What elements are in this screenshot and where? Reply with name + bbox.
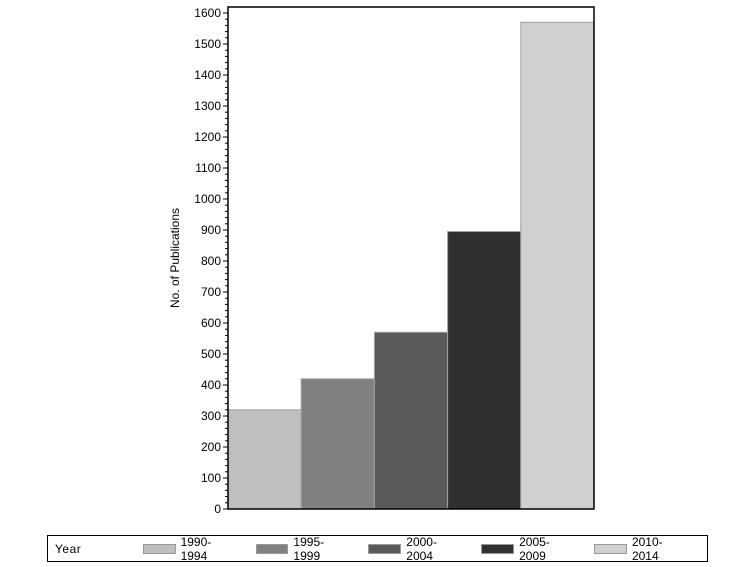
y-tick-label: 800 bbox=[201, 254, 221, 268]
y-tick-label: 1600 bbox=[194, 6, 221, 20]
bar-2005-2009 bbox=[447, 231, 522, 510]
legend-label: 1990-1994 bbox=[180, 534, 212, 563]
y-tick-label: 100 bbox=[201, 471, 221, 485]
bar-2000-2004 bbox=[373, 331, 449, 510]
legend-swatch bbox=[594, 543, 627, 554]
legend-swatch bbox=[368, 543, 402, 554]
y-tick-label: 700 bbox=[201, 285, 221, 299]
y-tick-label: 1200 bbox=[194, 130, 221, 144]
legend-item-2000-2004: 2000-2004 bbox=[368, 535, 463, 563]
plot-frame bbox=[227, 6, 595, 510]
legend-label: 2005-2009 bbox=[519, 534, 550, 563]
bar-2010-2014 bbox=[520, 21, 595, 510]
bars-group bbox=[227, 21, 595, 510]
y-tick-label: 200 bbox=[201, 440, 221, 454]
legend-label: 2000-2004 bbox=[406, 534, 437, 563]
y-tick-label: 300 bbox=[201, 409, 221, 423]
y-tick-label: 1300 bbox=[194, 99, 221, 113]
bar-1995-1999 bbox=[300, 378, 375, 510]
y-tick-label: 1500 bbox=[194, 37, 221, 51]
bar-1990-1994 bbox=[227, 409, 302, 510]
legend-swatch bbox=[481, 543, 515, 554]
legend-item-2010-2014: 2010-2014 bbox=[594, 535, 689, 563]
legend-label: 1995-1999 bbox=[293, 534, 325, 563]
legend-label: 2010-2014 bbox=[631, 534, 663, 563]
legend: Year 1990-1994 1995-1999 2000-2004 2005-200… bbox=[47, 534, 708, 563]
legend-item-1995-1999: 1995-1999 bbox=[255, 534, 351, 563]
legend-title: Year bbox=[55, 541, 82, 556]
legend-item-1990-1994: 1990-1994 bbox=[142, 534, 238, 563]
y-tick-label: 400 bbox=[201, 378, 221, 392]
y-axis: 0 100 200 300 400 500 600 700 800 900 1000 1100 1200… bbox=[194, 6, 228, 516]
y-tick-label: 1400 bbox=[194, 68, 221, 82]
y-axis-title: No. of Publications bbox=[168, 208, 182, 308]
legend-items: 1990-1994 1995-1999 2000-2004 2005-2009 2010… bbox=[142, 534, 707, 563]
legend-item-2005-2009: 2005-2009 bbox=[481, 535, 576, 563]
legend-swatch bbox=[255, 543, 289, 554]
y-tick-label: 900 bbox=[201, 223, 221, 237]
legend-swatch bbox=[142, 543, 176, 554]
y-tick-label: 1100 bbox=[195, 161, 221, 175]
y-tick-label: 600 bbox=[201, 316, 221, 330]
y-tick-label: 1000 bbox=[194, 192, 221, 206]
y-tick-label: 500 bbox=[201, 347, 221, 361]
y-tick-label: 0 bbox=[214, 502, 221, 516]
